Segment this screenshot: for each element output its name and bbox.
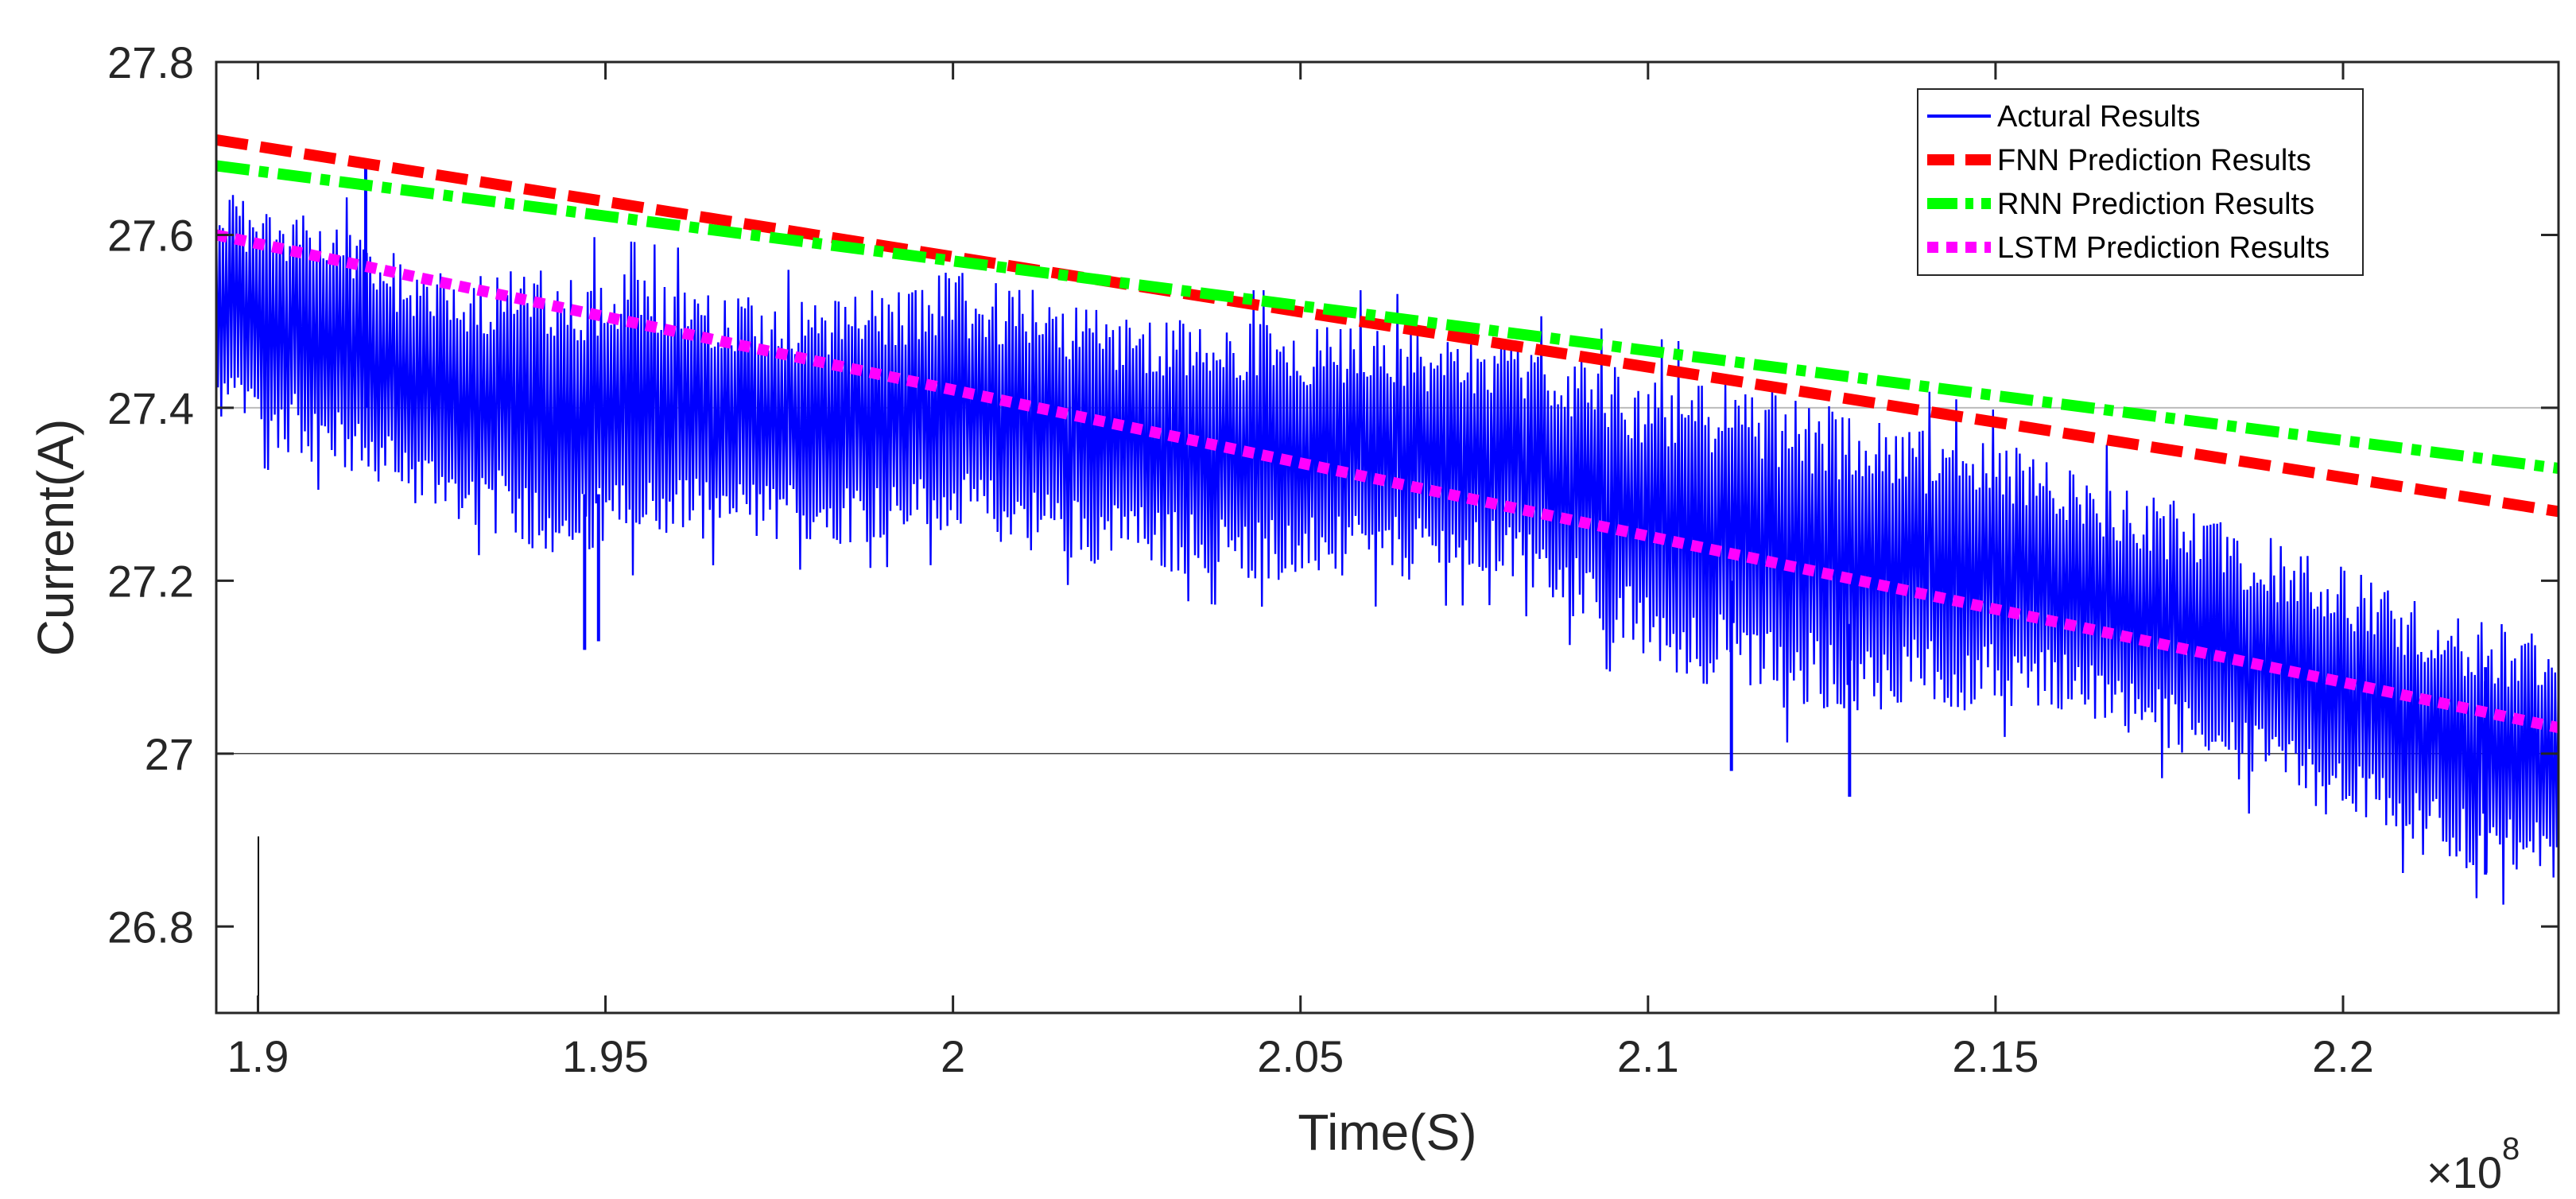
x-tick-label: 2.2 bbox=[2312, 1031, 2374, 1081]
x-axis-label: Time(S) bbox=[1298, 1104, 1476, 1161]
x-tick-label: 1.9 bbox=[227, 1031, 289, 1081]
x-tick-label: 2.1 bbox=[1617, 1031, 1679, 1081]
legend-label-lstm: LSTM Prediction Results bbox=[1997, 231, 2330, 265]
y-tick-label: 27.8 bbox=[107, 37, 194, 87]
legend-label-actual: Actural Results bbox=[1997, 100, 2201, 134]
y-tick-label: 26.8 bbox=[107, 902, 194, 952]
axis-ticks: 1.9 1.95 2 2.05 2.1 2.15 2.2 26.8 27 27.2 27.4 27.6… bbox=[107, 37, 2559, 1081]
x-tick-label: 2.15 bbox=[1952, 1031, 2039, 1081]
prediction-series bbox=[216, 134, 2559, 734]
legend: Actural Results FNN Prediction Results R… bbox=[1917, 88, 2364, 276]
x-tick-label: 1.95 bbox=[562, 1031, 649, 1081]
legend-label-rnn: RNN Prediction Results bbox=[1997, 188, 2314, 221]
y-tick-label: 27.6 bbox=[107, 210, 194, 260]
rnn-prediction-line bbox=[216, 160, 2559, 474]
x-axis-multiplier: ×108 bbox=[2427, 1131, 2520, 1197]
x-tick-label: 2.05 bbox=[1257, 1031, 1344, 1081]
y-tick-label: 27.4 bbox=[107, 383, 194, 433]
lstm-prediction-line bbox=[216, 229, 2559, 734]
actual-results-series bbox=[216, 165, 2559, 905]
x-tick-label: 2 bbox=[941, 1031, 965, 1081]
legend-label-fnn: FNN Prediction Results bbox=[1997, 144, 2311, 177]
plot-frame bbox=[215, 60, 2560, 1015]
y-axis-label: Current(A) bbox=[27, 419, 84, 657]
legend-box bbox=[1917, 88, 2364, 276]
fnn-prediction-line bbox=[216, 134, 2559, 518]
y-tick-label: 27.2 bbox=[107, 556, 194, 606]
actual-results-line bbox=[216, 195, 2559, 905]
y-tick-label: 27 bbox=[145, 729, 194, 779]
